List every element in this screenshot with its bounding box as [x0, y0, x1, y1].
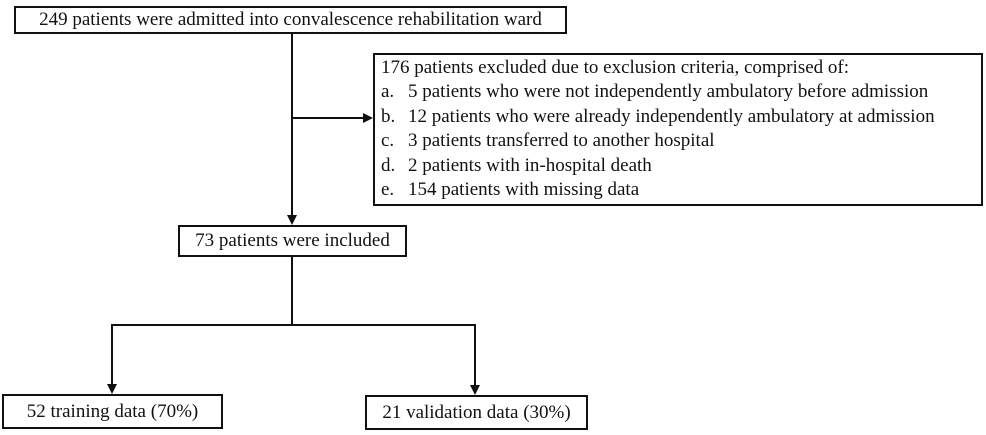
- training-text: 52 training data (70%): [26, 400, 199, 422]
- connector-included-to-branch: [291, 257, 293, 325]
- excluded-header: 176 patients excluded due to exclusion c…: [381, 57, 849, 78]
- admitted-box: 249 patients were admitted into convales…: [14, 6, 567, 34]
- excluded-item-e-text: 154 patients with missing data: [408, 179, 640, 201]
- excluded-item-b-text: 12 patients who were already independent…: [408, 105, 935, 127]
- excluded-item-d: d. 2 patients with in-hospital death: [381, 154, 977, 178]
- included-box: 73 patients were included: [178, 225, 407, 257]
- connector-to-excluded: [291, 117, 363, 119]
- excluded-item-a-marker: a.: [381, 81, 395, 103]
- connector-branch-to-training: [111, 324, 113, 384]
- branch-horizontal-line: [111, 324, 476, 326]
- arrowhead-down-included-icon: [287, 215, 297, 225]
- included-text: 73 patients were included: [195, 230, 390, 251]
- excluded-item-c: c. 3 patients transferred to another hos…: [381, 129, 977, 153]
- validation-text: 21 validation data (30%): [382, 401, 571, 423]
- excluded-item-c-marker: c.: [381, 130, 395, 152]
- training-box: 52 training data (70%): [2, 394, 223, 429]
- connector-admitted-to-included: [291, 34, 293, 215]
- excluded-item-e-marker: e.: [381, 179, 395, 201]
- arrowhead-down-training-icon: [107, 384, 117, 394]
- excluded-item-a: a. 5 patients who were not independently…: [381, 80, 977, 104]
- arrowhead-right-excluded-icon: [363, 113, 373, 123]
- excluded-item-e: e. 154 patients with missing data: [381, 178, 977, 202]
- excluded-item-b-marker: b.: [381, 105, 396, 127]
- arrowhead-down-validation-icon: [470, 385, 480, 395]
- excluded-content: 176 patients excluded due to exclusion c…: [375, 55, 981, 202]
- excluded-item-d-marker: d.: [381, 154, 396, 176]
- excluded-item-b: b. 12 patients who were already independ…: [381, 105, 977, 129]
- connector-branch-to-validation: [474, 324, 476, 385]
- validation-box: 21 validation data (30%): [365, 395, 588, 430]
- excluded-item-c-text: 3 patients transferred to another hospit…: [408, 130, 715, 152]
- excluded-item-d-text: 2 patients with in-hospital death: [408, 154, 652, 176]
- excluded-box: 176 patients excluded due to exclusion c…: [373, 53, 983, 206]
- admitted-text: 249 patients were admitted into convales…: [39, 9, 542, 30]
- excluded-item-a-text: 5 patients who were not independently am…: [408, 81, 929, 103]
